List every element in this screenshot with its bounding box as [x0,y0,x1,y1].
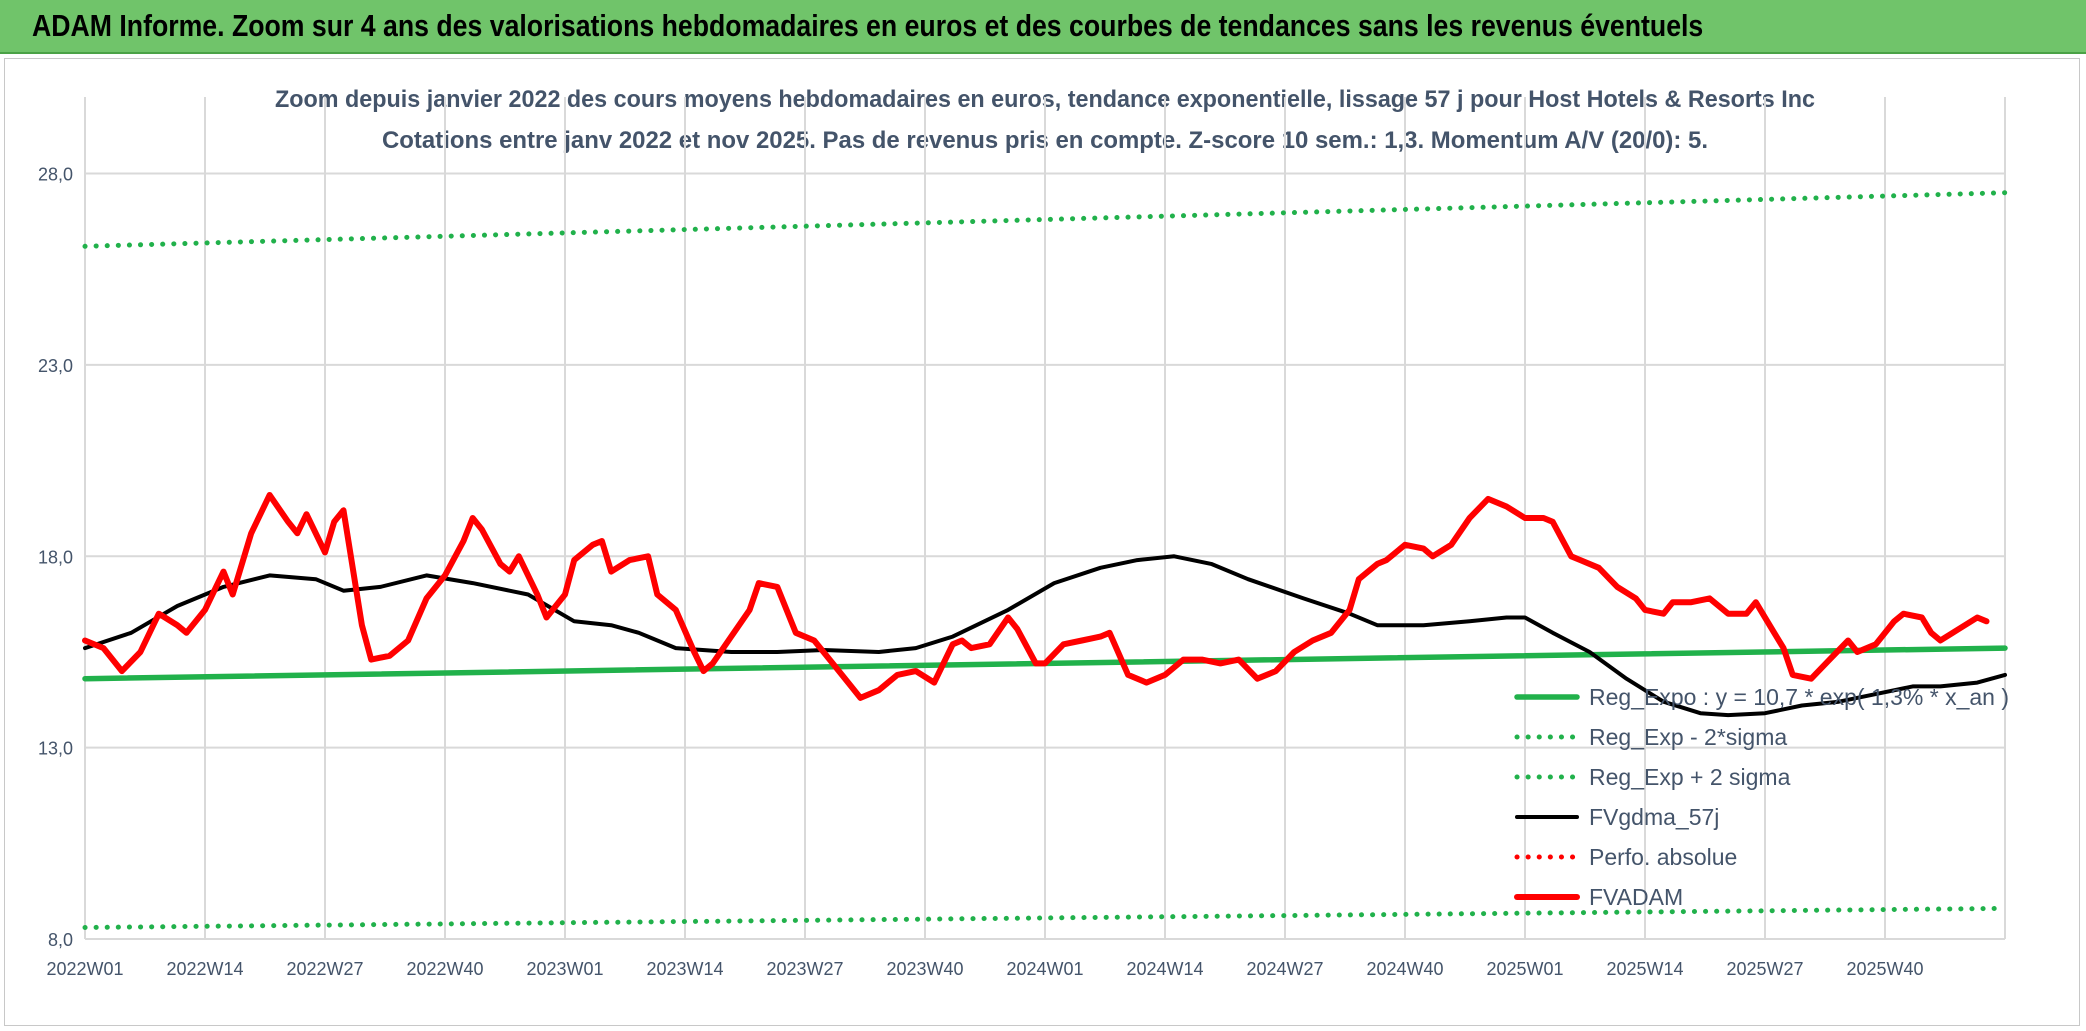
y-tick-label: 18,0 [38,547,73,567]
y-tick-label: 23,0 [38,356,73,376]
x-tick-label: 2024W14 [1126,959,1203,979]
x-tick-label: 2025W01 [1486,959,1563,979]
x-tick-label: 2024W01 [1006,959,1083,979]
legend-label: Reg_Expo : y = 10,7 * exp( 1,3% * x_an ) [1589,684,2009,710]
series-line-1 [82,905,2008,930]
series-line-2 [82,190,2008,249]
x-tick-label: 2025W14 [1606,959,1683,979]
x-tick-label: 2022W40 [406,959,483,979]
x-tick-label: 2025W27 [1726,959,1803,979]
axis-labels: 8,0 13,0 18,0 23,0 28,0 2022W01 2022W14 2022W27… [38,165,1924,979]
legend-label: FVADAM [1589,884,1683,910]
x-tick-label: 2022W14 [166,959,243,979]
y-tick-label: 8,0 [48,930,73,950]
x-tick-label: 2023W14 [646,959,723,979]
x-tick-label: 2024W40 [1366,959,1443,979]
y-tick-label: 28,0 [38,165,73,185]
x-tick-label: 2022W27 [286,959,363,979]
gridlines [84,97,2006,940]
x-tick-label: 2023W27 [766,959,843,979]
legend-label: FVgdma_57j [1589,804,1719,830]
chart-frame: Zoom depuis janvier 2022 des cours moyen… [4,58,2080,1026]
legend-label: Reg_Exp + 2 sigma [1589,764,1791,790]
report-title: ADAM Informe. Zoom sur 4 ans des valoris… [32,8,1704,43]
series-line-5 [82,492,1990,701]
x-tick-label: 2023W40 [886,959,963,979]
x-tick-label: 2023W01 [526,959,603,979]
legend: Reg_Expo : y = 10,7 * exp( 1,3% * x_an )… [1514,684,2009,910]
y-tick-label: 13,0 [38,739,73,759]
legend-label: Reg_Exp - 2*sigma [1589,724,1787,750]
legend-label: Perfo. absolue [1589,844,1737,870]
series-line-3 [83,554,2007,718]
series-lines [82,190,2008,930]
x-tick-label: 2025W40 [1846,959,1923,979]
x-tick-label: 2024W27 [1246,959,1323,979]
line-chart: Zoom depuis janvier 2022 des cours moyen… [38,86,2009,979]
report-banner: ADAM Informe. Zoom sur 4 ans des valoris… [0,0,2086,54]
x-tick-label: 2022W01 [46,959,123,979]
